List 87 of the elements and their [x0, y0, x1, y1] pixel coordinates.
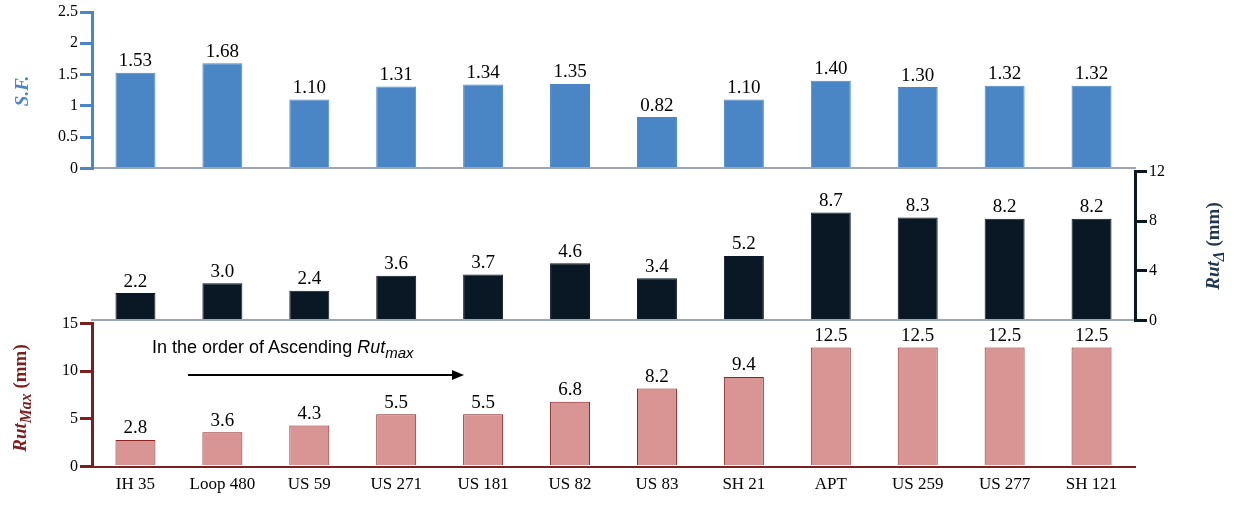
y-tick-label: 0.5 — [58, 127, 78, 145]
bar — [463, 84, 504, 167]
x-tick-label: US 181 — [457, 474, 509, 494]
bar — [1071, 218, 1112, 319]
bar — [376, 275, 417, 319]
data-label: 2.2 — [123, 269, 148, 291]
data-label: 1.68 — [205, 39, 239, 61]
y-tick-label: 5 — [70, 409, 78, 427]
data-label: 1.10 — [292, 76, 326, 98]
data-label: 3.7 — [471, 251, 495, 272]
data-label: 1.34 — [466, 61, 501, 83]
x-tick-label: US 83 — [635, 474, 679, 494]
bar — [984, 85, 1025, 167]
y-axis-title: S.F. — [11, 75, 33, 107]
bar — [1071, 85, 1112, 167]
data-label: 12.5 — [988, 323, 1022, 345]
data-label: 1.40 — [814, 57, 848, 79]
data-label: 4.6 — [558, 239, 582, 261]
data-label: 2.8 — [123, 416, 148, 438]
data-label: 12.5 — [901, 323, 935, 345]
bar — [897, 87, 938, 167]
bar — [723, 99, 764, 167]
bar — [550, 83, 591, 167]
data-label: 1.32 — [988, 62, 1022, 84]
y-tick-label: 10 — [62, 361, 78, 379]
data-label: 5.2 — [732, 232, 756, 254]
data-label: 1.10 — [727, 76, 761, 98]
bar — [115, 293, 156, 319]
data-label: 12.5 — [1074, 323, 1109, 345]
x-tick-label: US 259 — [891, 474, 944, 494]
bar — [115, 72, 156, 167]
data-label: 3.6 — [384, 252, 409, 274]
data-label: 3.6 — [210, 408, 235, 430]
data-label: 12.5 — [814, 323, 848, 345]
x-tick-label: SH 121 — [1065, 474, 1118, 494]
annotation: In the order of Ascending Rut$_{max}$ — [152, 337, 414, 361]
data-label: 3.0 — [210, 259, 235, 281]
data-label: 1.32 — [1074, 62, 1109, 84]
data-label: 8.7 — [818, 189, 843, 210]
y-tick-label: 0 — [70, 158, 78, 176]
y-tick-label: 12 — [1149, 161, 1165, 179]
y-tick-label: 2.5 — [58, 2, 78, 20]
y-tick-label: 0 — [1149, 310, 1157, 328]
data-label: 8.2 — [645, 364, 669, 386]
y-tick-label: 8 — [1149, 211, 1157, 229]
bar — [202, 283, 243, 319]
bar — [463, 274, 504, 319]
bar — [289, 290, 330, 319]
x-tick-label: SH 21 — [722, 474, 766, 494]
data-label: 8.3 — [905, 193, 930, 215]
y-tick-label: 0 — [70, 456, 78, 474]
data-label: 5.5 — [384, 390, 409, 412]
data-label: 1.35 — [553, 60, 587, 82]
bar — [810, 80, 851, 167]
data-label: 4.3 — [297, 402, 322, 424]
data-label: 1.30 — [901, 63, 935, 85]
bar — [636, 278, 677, 319]
x-tick-label: IH 35 — [115, 474, 156, 494]
bar — [984, 218, 1025, 319]
x-tick-label: US 59 — [287, 474, 331, 494]
bar — [810, 212, 851, 319]
bar — [202, 63, 243, 167]
x-tick-label: US 277 — [978, 474, 1031, 494]
x-tick-label: APT — [814, 474, 848, 494]
x-tick-label: US 82 — [548, 474, 592, 494]
data-label: 1.31 — [379, 62, 413, 84]
x-tick-label: US 271 — [370, 474, 422, 494]
bar — [550, 263, 591, 319]
bar — [289, 99, 330, 167]
y-tick-label: 1 — [70, 96, 78, 114]
y-tick-label: 1.5 — [58, 64, 78, 82]
y-tick-label: 2 — [70, 33, 78, 51]
data-label: 3.4 — [645, 254, 670, 276]
data-label: 0.82 — [640, 93, 674, 115]
bar — [636, 117, 677, 167]
data-label: 9.4 — [732, 353, 757, 375]
x-tick-label: Loop 480 — [189, 474, 256, 494]
data-label: 2.4 — [297, 267, 322, 289]
data-label: 6.8 — [558, 378, 582, 400]
data-label: 1.53 — [118, 49, 153, 71]
bar — [897, 217, 938, 319]
data-label: 8.2 — [992, 195, 1017, 217]
data-label: 8.2 — [1079, 195, 1104, 217]
data-label: 5.5 — [471, 390, 495, 412]
y-tick-label: 15 — [62, 313, 78, 331]
y-tick-label: 4 — [1149, 261, 1157, 278]
bar — [376, 86, 417, 167]
